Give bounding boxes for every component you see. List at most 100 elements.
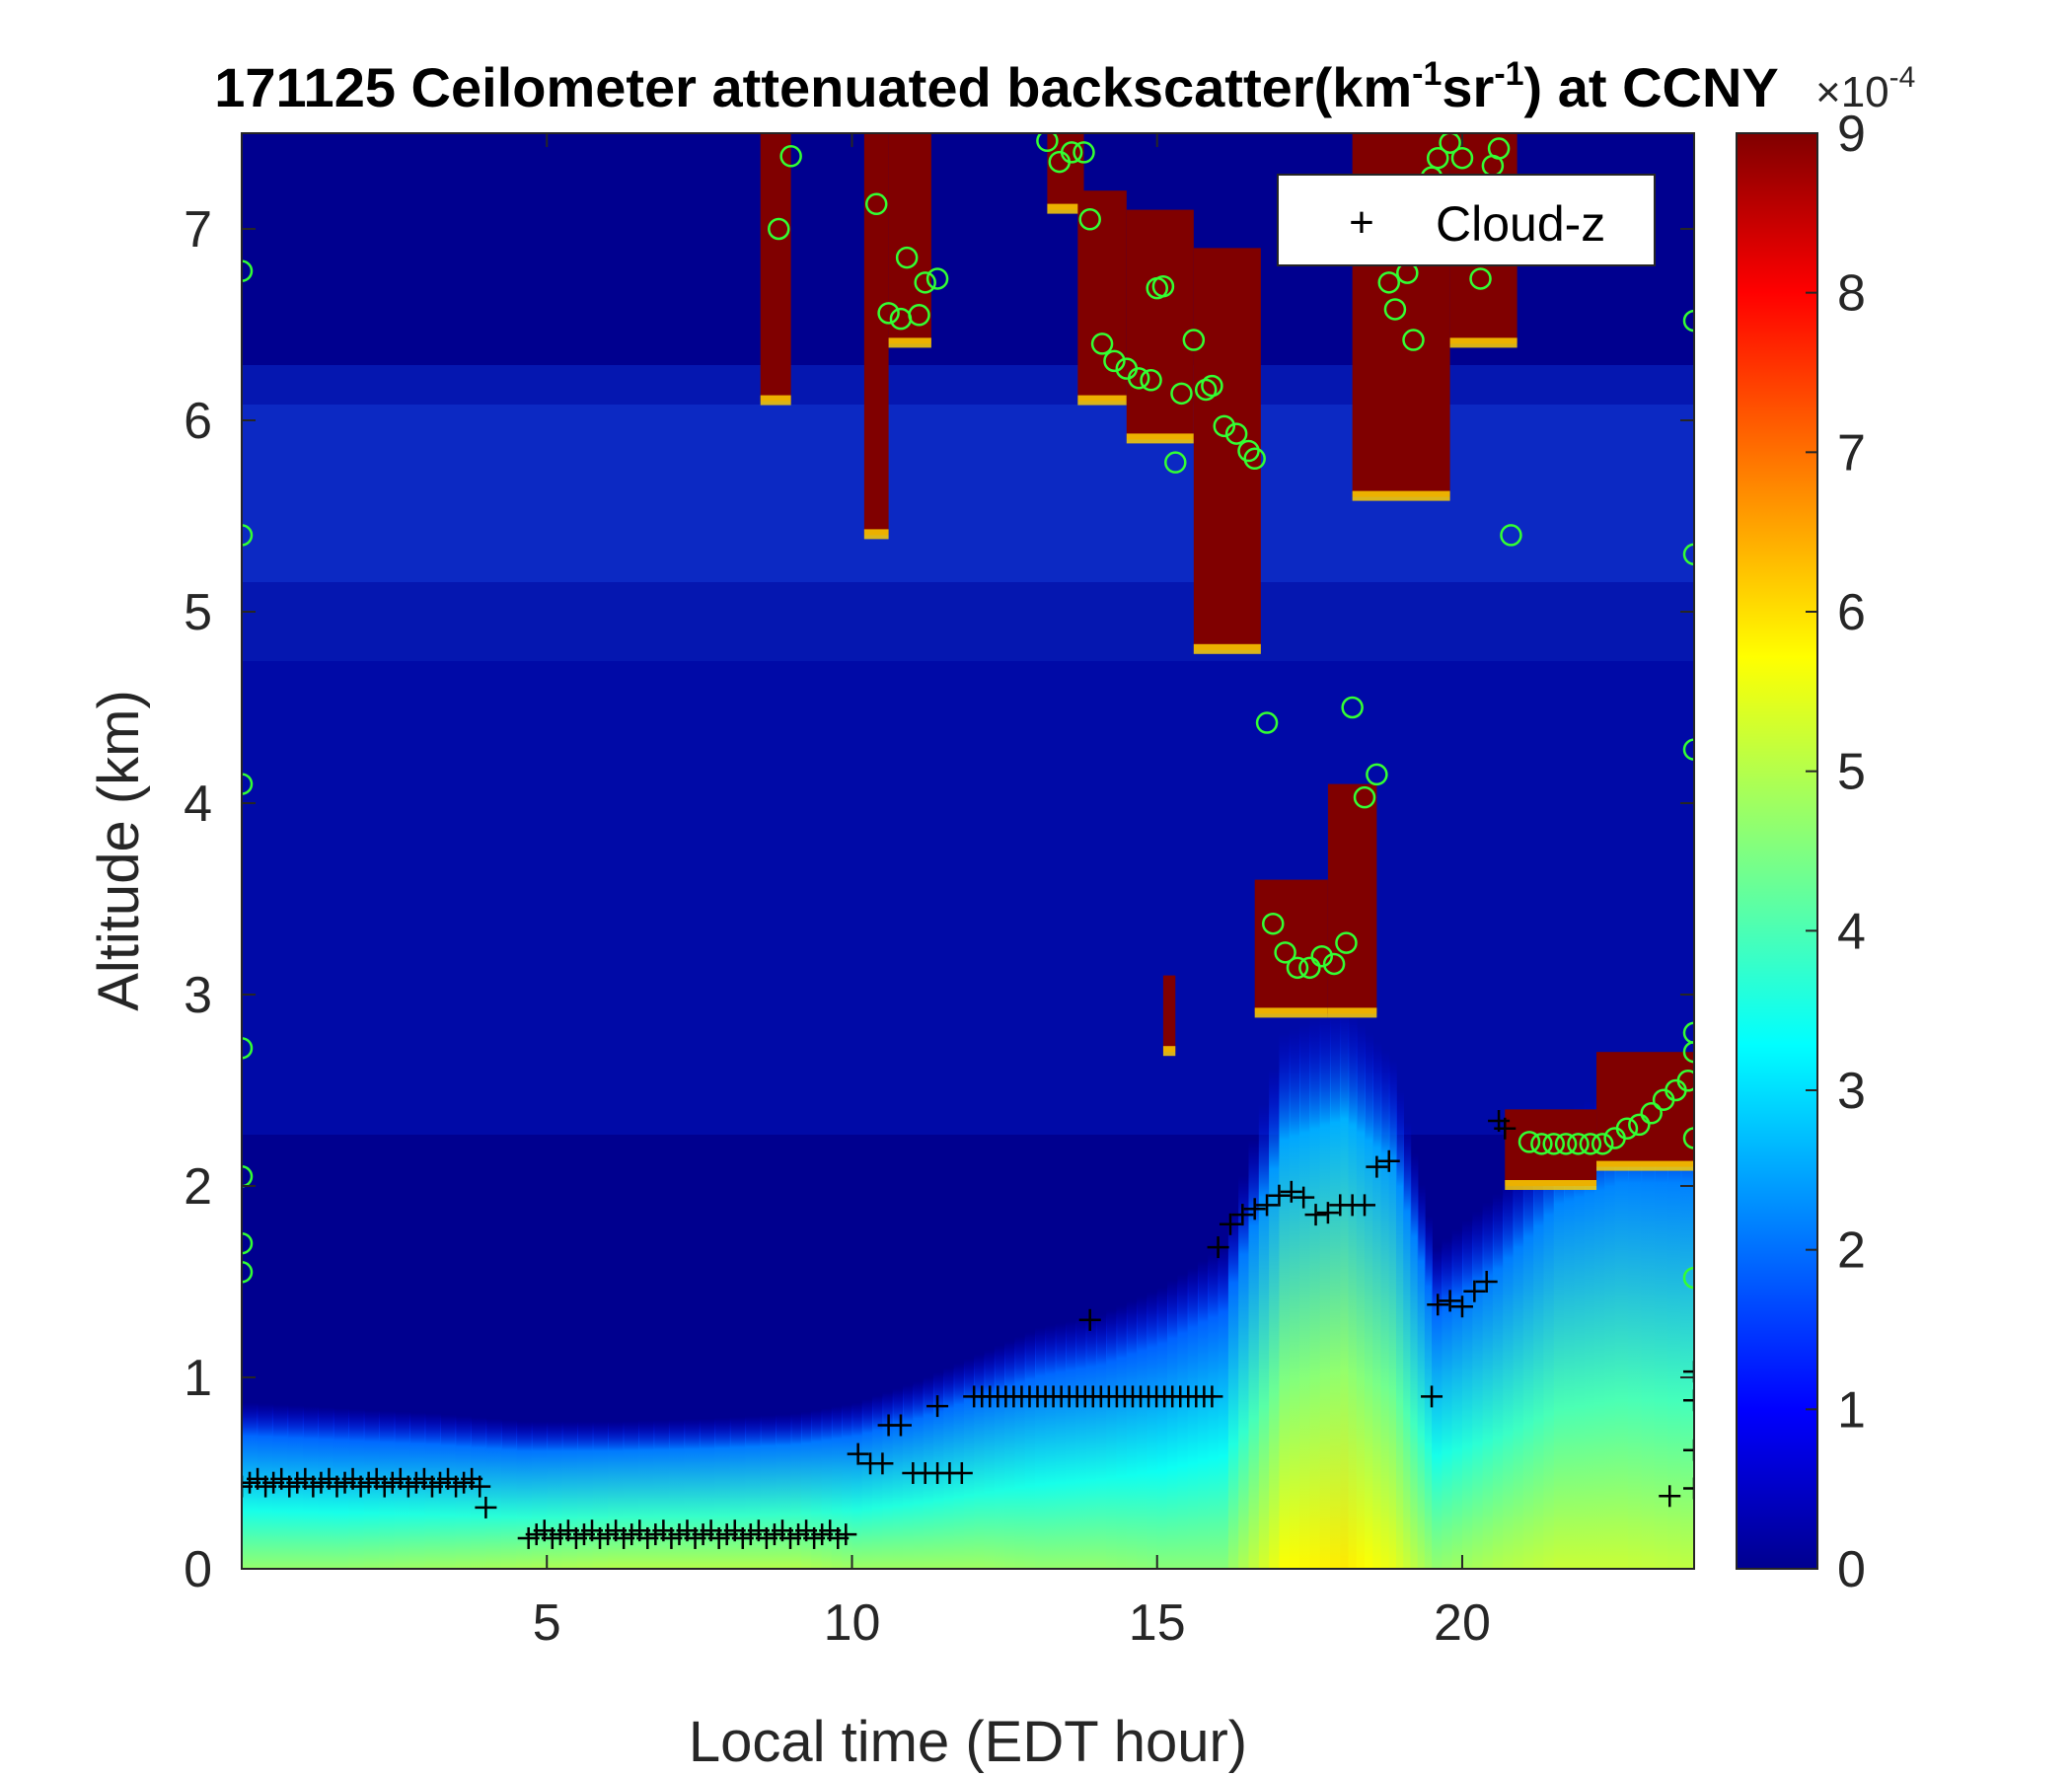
cloud-base-circle (1383, 298, 1407, 321)
surface-strip (1156, 1287, 1168, 1569)
surface-strip (592, 1421, 609, 1569)
surface-strip (1564, 1108, 1576, 1569)
surface-strip (516, 1421, 533, 1569)
cloud-base-circle (1353, 785, 1376, 809)
cloud-block-edge (863, 529, 889, 540)
surface-strip (363, 1409, 380, 1569)
surface-strip (577, 1421, 594, 1569)
cloud-base-circle (242, 1037, 254, 1060)
mid-haze-band (242, 661, 1694, 1135)
cloud-base-circle (1237, 439, 1260, 463)
cloud-block-edge (1505, 1180, 1597, 1190)
cloud-z-marker (1421, 1385, 1443, 1408)
surface-strip (1187, 1267, 1199, 1569)
cloud-z-marker (835, 1523, 857, 1546)
cloud-block (760, 133, 791, 402)
surface-strip (1553, 1113, 1565, 1569)
cloud-base-circle (1255, 711, 1279, 734)
surface-strip (1380, 1050, 1390, 1569)
surface-strip (684, 1419, 701, 1569)
surface-strip (1482, 1202, 1494, 1569)
cloud-base-circle (1151, 274, 1175, 298)
colorbar-tick-label: 8 (1837, 265, 1866, 323)
cloud-base-circle (864, 192, 888, 216)
cloud-block (888, 133, 931, 344)
cloud-z-marker (1683, 1439, 1694, 1461)
surface-strip (1238, 1175, 1250, 1569)
surface-strip (1503, 1180, 1515, 1569)
cloud-block-edge (1047, 203, 1084, 214)
surface-strip (1641, 1086, 1656, 1569)
surface-strip (1680, 1086, 1694, 1569)
surface-strip (623, 1421, 639, 1569)
cloud-base-circle (1426, 146, 1449, 170)
surface-strip (1614, 1086, 1629, 1569)
cloud-base-circle (1103, 349, 1126, 373)
surface-strip (1035, 1327, 1047, 1569)
colorbar-tick-label: 9 (1837, 106, 1866, 163)
cloud-base-circle (895, 246, 919, 269)
surface-strip (1372, 1041, 1382, 1569)
cloud-base-circle (925, 267, 949, 290)
cloud-base-circle (242, 1261, 254, 1284)
x-axis-ticks: 5 10 15 20 (533, 133, 1491, 1652)
surface-strip (963, 1359, 975, 1569)
surface-strip (1424, 1216, 1433, 1569)
cloud-base-circle (914, 271, 936, 294)
surface-strip (1167, 1281, 1179, 1569)
x-tick-label: 5 (533, 1594, 561, 1652)
surface-strip (1014, 1336, 1026, 1569)
surface-strip (1432, 1247, 1443, 1569)
upper-aerosol-core (242, 405, 1694, 582)
surface-strip (882, 1391, 894, 1569)
cloud-block-edge (888, 337, 931, 348)
y-tick-label: 1 (184, 1350, 212, 1407)
cloud-block-edge (1596, 1160, 1694, 1171)
surface-strip (714, 1417, 731, 1569)
cloud-z-marker (1683, 1389, 1694, 1412)
cloud-base-circle (242, 259, 254, 282)
cloud-block-edge (1162, 1046, 1176, 1057)
cloud-z-marker (950, 1462, 973, 1484)
surface-strip (1417, 1184, 1426, 1569)
cloud-base-circle (1170, 382, 1193, 406)
cloud-z-marker (1377, 1149, 1400, 1172)
surface-strip (872, 1395, 884, 1569)
cloud-z-marker (1078, 1308, 1101, 1331)
cloud-z-marker (1243, 1198, 1266, 1221)
cloud-z-marker (1494, 1117, 1517, 1140)
surface-strip (1604, 1090, 1616, 1569)
cloud-z-marker (1304, 1204, 1327, 1226)
cloud-z-marker (1280, 1180, 1302, 1203)
surface-strip (974, 1354, 986, 1569)
surface-strip (745, 1416, 762, 1569)
surface-strip (1024, 1332, 1036, 1569)
surface-strip (903, 1384, 915, 1569)
cloud-z-marker (1268, 1184, 1291, 1207)
cloud-z-marker (1231, 1204, 1254, 1226)
surface-strip (861, 1398, 873, 1569)
surface-strip (1627, 1086, 1643, 1569)
surface-strip (394, 1411, 410, 1569)
cloud-base-circle (242, 773, 254, 795)
cloud-base-circle (1078, 208, 1101, 231)
cloud-z-marker (926, 1395, 949, 1418)
surface-strip (1410, 1153, 1419, 1569)
y-tick-label: 7 (184, 201, 212, 259)
cloud-base-circle (242, 1165, 254, 1188)
surface-strip (1574, 1104, 1586, 1569)
surface-strip (1289, 1028, 1300, 1569)
legend: + Cloud-z (1277, 174, 1656, 266)
cloud-base-circle (1554, 1133, 1578, 1155)
x-tick-label: 20 (1434, 1594, 1491, 1652)
surface-strip (932, 1371, 945, 1569)
y-axis-ticks: 0 1 2 3 4 5 6 7 (184, 201, 1694, 1598)
colorbar-tick-label: 4 (1837, 903, 1866, 960)
cloud-block-edge (1449, 337, 1517, 348)
surface-strip (1472, 1211, 1484, 1569)
cloud-base-circle (908, 304, 930, 327)
cloud-base-circle (1310, 944, 1333, 968)
cloud-block-edge (1327, 1007, 1377, 1018)
cloud-base-circle (1402, 329, 1425, 351)
cloud-base-circle (1201, 374, 1223, 398)
